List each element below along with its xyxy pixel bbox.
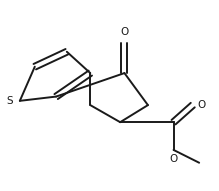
Text: O: O (170, 154, 178, 164)
Text: S: S (7, 96, 13, 106)
Text: O: O (197, 100, 205, 110)
Text: O: O (120, 27, 129, 37)
